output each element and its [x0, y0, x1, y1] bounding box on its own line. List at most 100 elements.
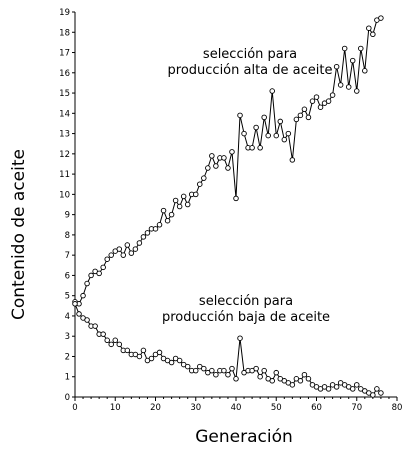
data-point — [100, 331, 106, 337]
data-point — [301, 106, 308, 113]
data-point — [168, 359, 175, 366]
data-point — [293, 116, 300, 123]
x-axis-title: Generación — [195, 427, 293, 447]
data-point — [257, 373, 263, 380]
data-point — [172, 197, 179, 204]
data-point — [305, 114, 312, 121]
data-point — [100, 264, 106, 271]
series-high — [72, 15, 384, 307]
data-point — [221, 367, 227, 374]
data-point — [233, 376, 239, 382]
data-point — [108, 341, 114, 348]
data-point — [317, 104, 324, 110]
data-point — [120, 252, 127, 258]
data-point — [289, 157, 296, 163]
data-point — [225, 371, 231, 378]
y-tick-label: 12 — [59, 150, 70, 160]
y-tick-label: 8 — [65, 231, 70, 241]
data-point — [197, 181, 203, 187]
data-point — [108, 252, 114, 258]
x-tick-label: 60 — [311, 403, 322, 413]
data-point — [349, 386, 356, 392]
data-point — [354, 382, 360, 388]
y-tick-label: 11 — [59, 170, 70, 180]
data-point — [366, 25, 372, 31]
data-point — [184, 363, 191, 370]
data-point — [213, 371, 219, 378]
data-point — [192, 367, 199, 374]
data-point — [269, 88, 275, 94]
annotation-high: selección para — [203, 47, 297, 62]
data-point — [209, 367, 215, 374]
data-point — [289, 382, 296, 388]
data-point — [333, 384, 340, 390]
annotation-low: producción baja de aceite — [162, 310, 330, 325]
data-point — [370, 392, 376, 398]
y-tick-label: 14 — [59, 109, 70, 119]
data-point — [305, 376, 312, 382]
y-tick-label: 13 — [59, 130, 70, 140]
data-point — [333, 63, 340, 70]
data-point — [180, 193, 187, 200]
data-point — [152, 226, 159, 232]
data-point — [201, 365, 207, 372]
data-point — [205, 165, 211, 171]
data-point — [112, 337, 118, 344]
data-point — [273, 369, 280, 376]
x-tick-label: 20 — [150, 403, 161, 413]
x-tick-label: 50 — [271, 403, 282, 413]
data-point — [164, 217, 171, 224]
x-tick-label: 80 — [392, 403, 403, 413]
data-point — [136, 353, 143, 360]
data-point — [209, 153, 215, 159]
x-tick-label: 70 — [351, 403, 362, 413]
data-point — [297, 378, 304, 384]
data-point — [140, 234, 147, 240]
data-point — [313, 94, 320, 100]
y-tick-label: 6 — [65, 271, 70, 281]
data-point — [337, 82, 344, 88]
data-point — [345, 84, 352, 90]
data-point — [176, 357, 183, 364]
y-tick-label: 0 — [65, 393, 70, 403]
data-point — [148, 355, 155, 362]
data-point — [116, 341, 123, 348]
data-point — [261, 367, 267, 374]
data-point — [72, 301, 78, 307]
data-point — [116, 246, 123, 252]
y-tick-label: 1 — [65, 373, 70, 383]
labels-layer: Generación Contenido de aceite selección p… — [9, 47, 332, 447]
data-point — [104, 256, 110, 262]
y-tick-label: 5 — [65, 292, 70, 302]
data-point — [277, 118, 284, 125]
data-point — [176, 203, 183, 210]
data-point — [92, 323, 98, 329]
data-point — [329, 92, 336, 98]
data-point — [358, 45, 364, 52]
data-point — [124, 347, 131, 354]
y-tick-label: 19 — [59, 8, 70, 18]
x-tick-label: 0 — [72, 403, 77, 413]
data-point — [301, 371, 308, 378]
data-point — [84, 317, 90, 323]
data-point — [362, 68, 368, 74]
y-tick-label: 9 — [65, 211, 70, 221]
data-point — [378, 15, 384, 21]
series-low — [72, 301, 384, 398]
data-point — [285, 130, 292, 137]
data-point — [237, 112, 243, 119]
y-tick-label: 2 — [65, 352, 70, 362]
x-tick-label: 30 — [190, 403, 201, 413]
data-point — [253, 365, 259, 372]
data-point — [229, 149, 235, 155]
data-point — [221, 155, 227, 161]
annotation-high: producción alta de aceite — [168, 63, 333, 78]
data-point — [229, 365, 235, 372]
data-point — [144, 230, 151, 236]
data-point — [257, 145, 263, 151]
data-point — [76, 311, 82, 317]
data-point — [213, 163, 219, 169]
data-point — [297, 112, 304, 119]
data-point — [160, 207, 167, 214]
